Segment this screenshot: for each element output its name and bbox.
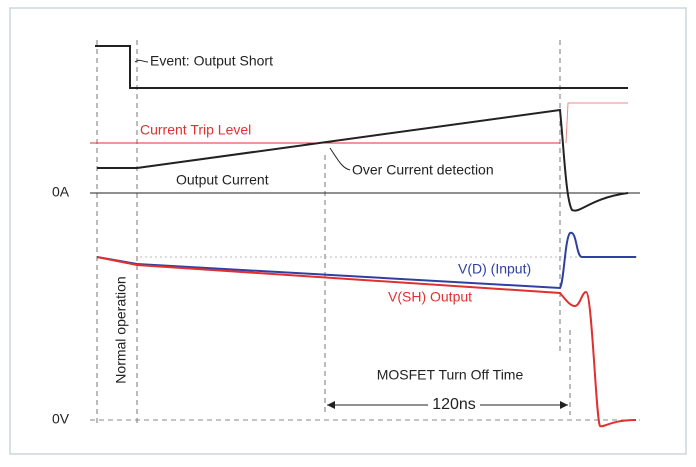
duration-label: 120ns <box>432 396 476 413</box>
frame <box>9 7 687 455</box>
detection-label: Over Current detection <box>352 162 494 178</box>
event-pointer <box>134 59 149 63</box>
output-current-label: Output Current <box>176 172 269 188</box>
output-current <box>97 108 629 212</box>
zero-amp-label: 0A <box>52 184 70 200</box>
event-label: Event: Output Short <box>150 53 273 69</box>
arrow-head-left <box>327 401 335 409</box>
duration-bg <box>428 396 480 414</box>
vsh-trace <box>96 256 637 428</box>
event-signal <box>95 45 628 89</box>
arrow-head-right <box>560 401 568 409</box>
vd-trace <box>96 231 636 290</box>
trip-level-label: Current Trip Level <box>140 122 251 138</box>
trip-step <box>565 102 628 144</box>
detection-pointer <box>329 147 351 171</box>
normal-label: Normal operation <box>113 276 129 383</box>
vd-label: V(D) (Input) <box>458 261 531 277</box>
time-markers <box>96 40 571 425</box>
vsh-label: V(SH) Output <box>388 289 472 305</box>
zero-volt-label: 0V <box>52 411 70 427</box>
turn-off-label: MOSFET Turn Off Time <box>377 367 524 383</box>
